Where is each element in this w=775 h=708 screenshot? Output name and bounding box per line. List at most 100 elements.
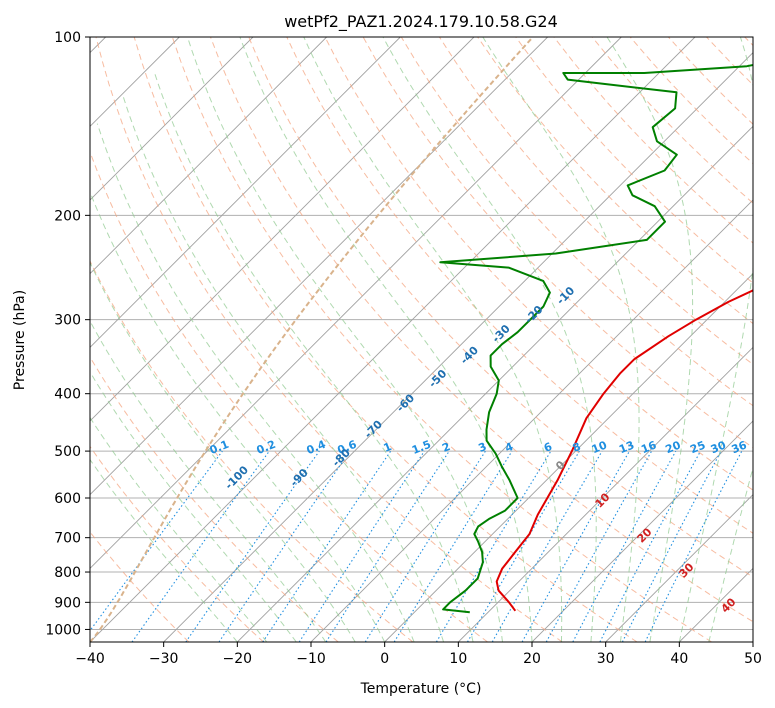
moist-adiabat: [708, 465, 753, 642]
mixing-ratio-line: [131, 450, 270, 642]
mixing-ratio-line: [467, 450, 580, 642]
y-tick-label: 200: [54, 208, 81, 224]
mixing-ratio-label: 30: [709, 438, 728, 456]
x-axis-title: Temperature (°C): [360, 681, 482, 697]
mixing-ratio-label: 13: [617, 439, 636, 457]
y-tick-label: 1000: [45, 622, 81, 638]
moist-adiabat: [90, 416, 268, 642]
moist-adiabat: [122, 94, 445, 642]
dry-adiabat: [90, 531, 190, 642]
isotherm-line: [752, 641, 753, 642]
moist-adiabat: [382, 37, 597, 642]
isotherm-line: [90, 37, 327, 275]
dry-adiabat: [133, 37, 638, 642]
dry-adiabat: [171, 37, 712, 642]
mixing-ratio-line: [90, 450, 223, 632]
moist-adiabat: [606, 37, 694, 642]
isotherm-line: [90, 37, 401, 348]
dry-adiabat: [95, 37, 563, 642]
y-tick-label: 300: [54, 313, 81, 329]
mixing-ratio-label: 8: [571, 440, 583, 455]
dry-adiabat: [248, 37, 753, 578]
chart-title: wetPf2_PAZ1.2024.179.10.58.G24: [284, 12, 558, 32]
mixing-ratio-line: [545, 450, 653, 642]
x-tick-label: −20: [223, 651, 253, 667]
dry-adiabat: [90, 445, 264, 642]
isotherm-line: [531, 420, 753, 642]
moist-adiabat: [90, 261, 356, 642]
x-tick-label: −30: [149, 651, 179, 667]
dry-adiabat: [668, 37, 753, 125]
moist-adiabat-label: 30: [677, 560, 697, 580]
moist-adiabat: [239, 37, 533, 642]
theta-label: -100: [222, 463, 251, 492]
background-reference-lines: [90, 37, 753, 642]
dry-adiabat: [744, 37, 753, 47]
moist-adiabat-label: 40: [719, 595, 739, 615]
mixing-ratio-label: 0.2: [255, 438, 278, 457]
mixing-ratio-line: [298, 450, 425, 642]
moist-adiabat: [303, 37, 563, 642]
mixing-ratio-label: 3: [476, 440, 488, 455]
mixing-ratio-line: [262, 450, 392, 642]
mixing-ratio-label: 16: [639, 438, 658, 456]
dewpoint-profile: [439, 63, 753, 614]
dry-adiabat: [90, 356, 339, 642]
y-tick-label: 700: [54, 531, 81, 547]
moist-adiabat: [90, 190, 386, 642]
x-tick-label: 50: [744, 651, 762, 667]
y-tick-label: 900: [54, 595, 81, 611]
moist-adiabat: [90, 370, 297, 642]
mixing-ratio-line: [364, 450, 486, 642]
series-layer: [439, 63, 753, 614]
x-tick-label: −40: [75, 651, 105, 667]
x-tick-label: −10: [296, 651, 326, 667]
moist-adiabat: [482, 37, 640, 642]
mixing-ratio-label: 20: [664, 438, 683, 456]
y-axis-title: Pressure (hPa): [12, 290, 28, 390]
x-tick-label: 40: [670, 651, 688, 667]
dry-adiabat: [90, 150, 488, 642]
moist-adiabat: [96, 123, 415, 642]
mixing-ratio-label: 4: [503, 440, 515, 455]
isotherm-line: [237, 125, 753, 642]
mixing-ratio-label: 1: [382, 440, 394, 455]
plot-frame: [89, 36, 754, 643]
y-tick-label: 400: [54, 387, 81, 403]
dry-adiabat: [591, 37, 753, 204]
mixing-ratio-line: [325, 450, 450, 642]
isotherm-line: [458, 346, 753, 642]
temperature-profile: [495, 289, 753, 612]
dry-adiabat: [90, 259, 414, 642]
isotherm-line: [679, 567, 753, 642]
moist-adiabat: [187, 37, 503, 642]
mixing-ratio-line: [393, 450, 513, 642]
mixing-ratio-label: 2: [440, 440, 452, 455]
isotherm-line: [384, 273, 753, 642]
mixing-ratio-label: 36: [730, 438, 749, 456]
moist-adiabat: [678, 37, 753, 642]
dry-adiabat: [706, 37, 753, 86]
isotherm-line: [605, 494, 753, 642]
mixing-ratio-line: [185, 450, 320, 642]
mixing-ratio-line: [599, 450, 701, 642]
isotherm-line: [90, 37, 622, 569]
x-tick-label: 0: [380, 651, 389, 667]
x-tick-label: 30: [597, 651, 615, 667]
dry-adiabat: [324, 37, 753, 491]
reference-curve: [90, 37, 534, 642]
theta-label: -50: [426, 367, 449, 390]
x-tick-label: 10: [449, 651, 467, 667]
mixing-ratio-line: [572, 450, 677, 642]
moist-adiabat: [90, 320, 327, 642]
isotherm-line: [90, 37, 548, 496]
y-tick-label: 100: [54, 30, 81, 46]
mixing-ratio-label: 25: [688, 439, 707, 457]
moist-adiabat: [154, 72, 474, 642]
dry-adiabat: [515, 37, 753, 284]
isopleth-labels: 0.1 0.2 0.4 0.6 1 1.5 2 3 4 6 8 10 13 16 20 25 30 36-100-…: [208, 284, 749, 616]
dry-adiabat: [286, 37, 753, 534]
isotherm-line: [90, 37, 475, 422]
mixing-ratio-line: [218, 450, 351, 642]
